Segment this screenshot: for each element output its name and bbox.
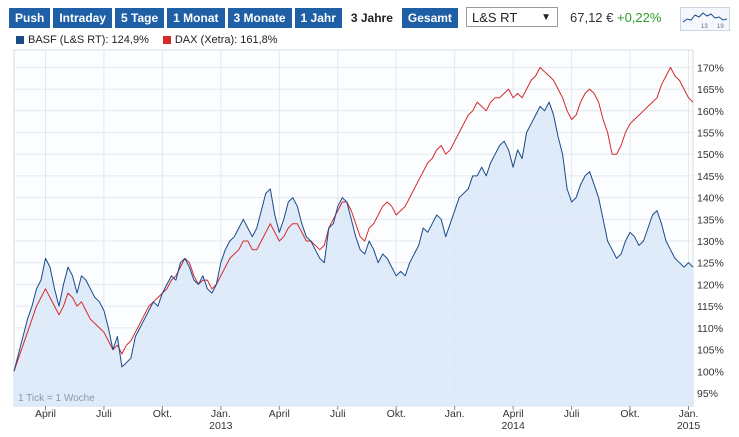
y-tick-label: 165% — [697, 84, 724, 96]
tab-3-monate[interactable]: 3 Monate — [227, 8, 292, 28]
chart-legend: BASF (L&S RT): 124,9% DAX (Xetra): 161,8… — [16, 34, 278, 46]
x-tick-label: Jan. — [679, 408, 699, 420]
x-tick-label: Jan. — [211, 408, 231, 420]
dax-series-line — [13, 66, 694, 372]
x-tick-label: April — [35, 408, 56, 420]
y-tick-label: 110% — [697, 323, 723, 335]
x-year-label: 2014 — [501, 420, 525, 432]
x-year-label: 2015 — [677, 420, 701, 432]
tab-1-jahr[interactable]: 1 Jahr — [294, 8, 342, 28]
legend-item-dax[interactable]: DAX (Xetra): 161,8% — [162, 34, 278, 46]
tick-note: 1 Tick = 1 Woche — [18, 393, 95, 404]
y-tick-label: 130% — [697, 236, 724, 248]
y-tick-label: 105% — [697, 345, 724, 357]
legend-swatch-dax — [162, 36, 171, 44]
exchange-select[interactable]: L&S RT ▼ — [466, 7, 558, 27]
tab-intraday[interactable]: Intraday — [53, 8, 113, 28]
y-tick-label: 160% — [697, 106, 724, 118]
y-tick-label: 140% — [697, 193, 724, 205]
y-tick-label: 150% — [697, 149, 724, 161]
x-tick-label: Juli — [96, 408, 112, 420]
y-tick-label: 145% — [697, 171, 724, 183]
quote-price: 67,12 € — [570, 10, 614, 25]
chevron-down-icon: ▼ — [541, 12, 551, 23]
y-tick-label: 95% — [697, 388, 718, 400]
quote-display: 67,12 € +0,22% — [570, 10, 661, 25]
x-tick-label: Juli — [564, 408, 580, 420]
legend-swatch-basf — [16, 36, 24, 44]
x-tick-label: Okt. — [387, 408, 406, 420]
tab-5-tage[interactable]: 5 Tage — [115, 8, 165, 28]
y-tick-label: 115% — [697, 301, 723, 313]
y-tick-label: 125% — [697, 258, 724, 270]
x-tick-label: April — [269, 408, 290, 420]
range-tabs: Push Intraday 5 Tage 1 Monat 3 Monate 1 Jahr 3… — [9, 8, 458, 28]
tab-push[interactable]: Push — [9, 8, 51, 28]
y-tick-label: 100% — [697, 366, 724, 378]
quote-change: +0,22% — [617, 10, 662, 25]
sparkline-label-1: 13 — [701, 24, 708, 30]
y-tick-label: 155% — [697, 127, 724, 139]
x-tick-label: Okt. — [153, 408, 172, 420]
basf-series-line — [13, 101, 694, 372]
y-tick-label: 170% — [697, 62, 724, 74]
tab-3-jahre[interactable]: 3 Jahre — [344, 8, 399, 28]
y-tick-label: 120% — [697, 279, 724, 291]
x-tick-label: Okt. — [620, 408, 639, 420]
sparkline-thumbnail[interactable]: 13 19 — [680, 7, 730, 31]
basf-area-fill — [14, 102, 693, 406]
legend-item-basf[interactable]: BASF (L&S RT): 124,9% — [16, 34, 149, 46]
x-tick-label: Juli — [330, 408, 346, 420]
sparkline-label-2: 19 — [717, 24, 724, 30]
x-tick-label: April — [503, 408, 524, 420]
x-year-label: 2013 — [209, 420, 233, 432]
y-tick-label: 135% — [697, 214, 724, 226]
tab-1-monat[interactable]: 1 Monat — [167, 8, 225, 28]
legend-label-dax: DAX (Xetra): 161,8% — [174, 34, 278, 46]
tab-gesamt[interactable]: Gesamt — [401, 8, 458, 28]
exchange-value: L&S RT — [472, 10, 518, 25]
x-tick-label: Jan. — [445, 408, 465, 420]
legend-label-basf: BASF (L&S RT): 124,9% — [28, 34, 149, 46]
sparkline-line — [682, 12, 728, 23]
